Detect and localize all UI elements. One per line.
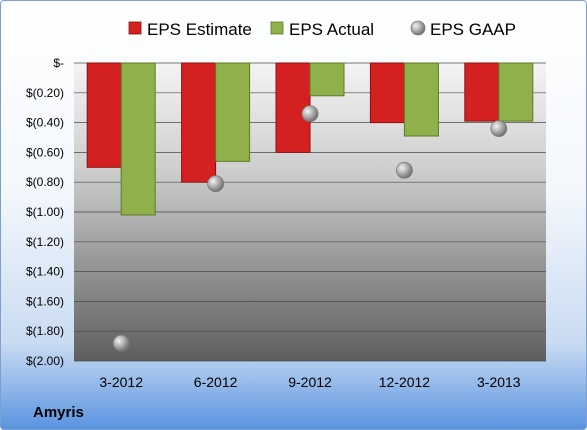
y-tick-label: $(0.40) — [26, 116, 64, 130]
bar-eps-actual — [403, 62, 439, 137]
y-axis-ticks: $- $(0.20) $(0.40) $(0.60) $(0.80) $(1.00) $(1… — [26, 56, 64, 368]
y-tick-label: $(1.40) — [26, 265, 64, 279]
legend-label: EPS Estimate — [147, 20, 252, 39]
company-name: Amyris — [33, 404, 84, 421]
x-category-label: 3-2012 — [99, 374, 143, 390]
x-axis-categories: 3-2012 6-2012 9-2012 12-2012 3-2013 — [99, 374, 520, 390]
y-tick-label: $(1.80) — [26, 324, 64, 338]
legend-swatch — [128, 21, 142, 35]
gaap-markers — [112, 105, 508, 352]
bar-eps-estimate — [86, 62, 122, 168]
y-tick-label: $(2.00) — [26, 354, 64, 368]
legend-label: EPS Actual — [289, 20, 374, 39]
x-category-label: 9-2012 — [288, 374, 332, 390]
gaap-marker — [395, 161, 413, 179]
bar-eps-estimate — [369, 62, 405, 124]
bar-eps-estimate — [181, 62, 217, 183]
legend-marker — [410, 20, 426, 36]
y-tick-label: $(1.60) — [26, 294, 64, 308]
legend: EPS Estimate EPS Actual EPS GAAP — [128, 20, 516, 39]
bar-eps-actual — [309, 62, 345, 97]
gaap-marker — [112, 334, 130, 352]
gaap-marker — [207, 175, 225, 193]
bars — [86, 62, 534, 216]
bar-eps-actual — [498, 62, 534, 122]
y-tick-label: $(1.20) — [26, 235, 64, 249]
y-tick-label: $(0.60) — [26, 145, 64, 159]
y-tick-label: $(0.80) — [26, 175, 64, 189]
x-category-label: 6-2012 — [194, 374, 238, 390]
bar-eps-actual — [120, 62, 156, 216]
y-tick-label: $(0.20) — [26, 86, 64, 100]
gaap-marker — [301, 105, 319, 123]
bar-eps-estimate — [464, 62, 500, 122]
gaap-marker — [490, 120, 508, 137]
x-category-label: 12-2012 — [379, 374, 431, 390]
legend-swatch — [270, 21, 284, 35]
legend-label: EPS GAAP — [430, 20, 516, 39]
x-category-label: 3-2013 — [477, 374, 521, 390]
y-tick-label: $(1.00) — [26, 205, 64, 219]
y-tick-label: $- — [53, 56, 64, 70]
bar-eps-actual — [215, 62, 251, 162]
